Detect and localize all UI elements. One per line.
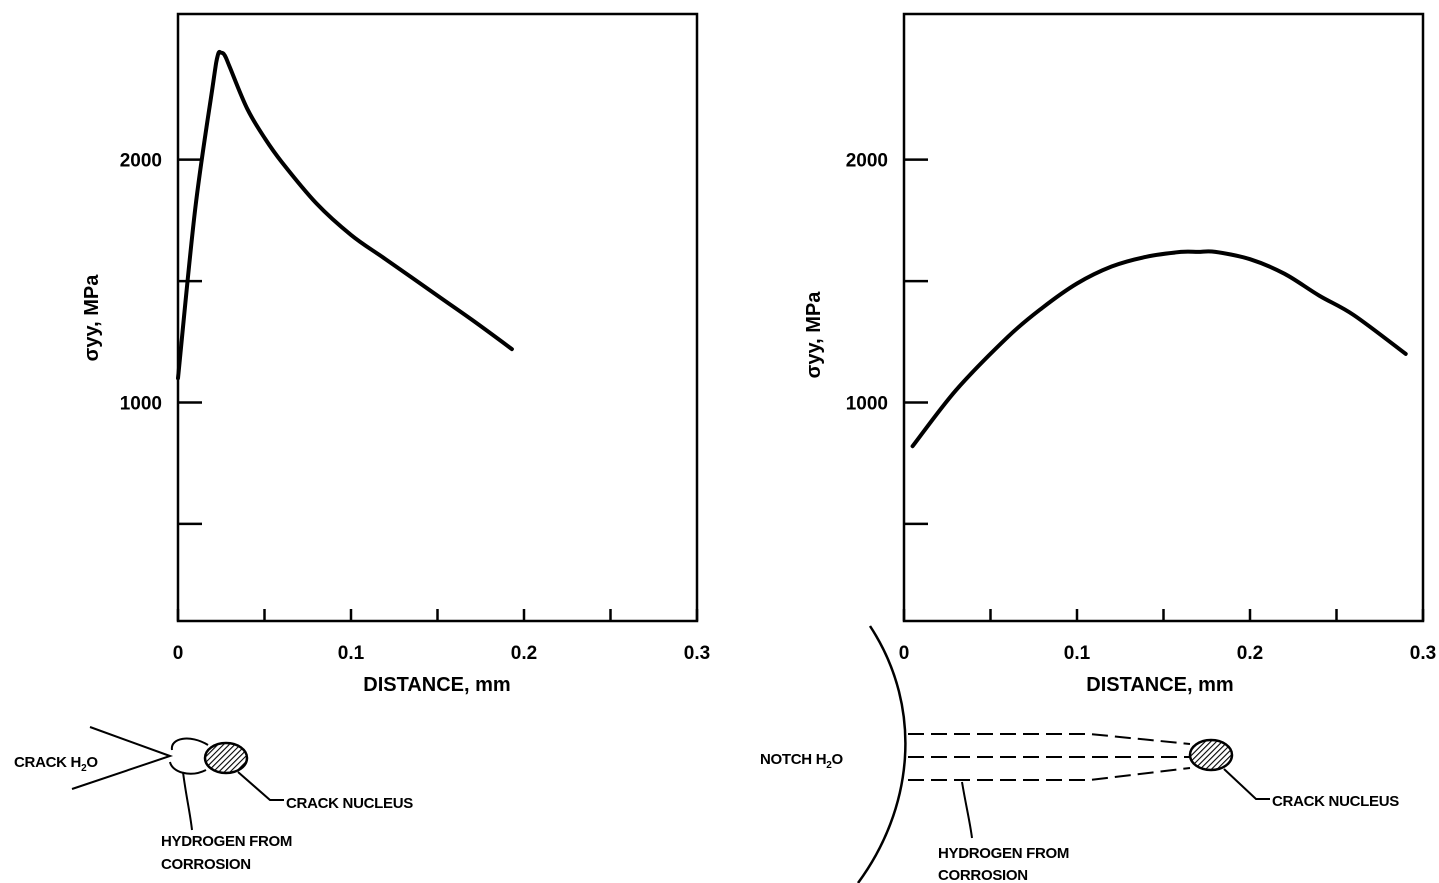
x-axis-ticks-right: 0 0.1 0.2 0.3 [899,609,1436,664]
x-tick-label: 0.3 [684,643,710,664]
x-tick-label: 0.2 [511,643,537,664]
stress-curve-left [176,49,514,381]
x-tick-label: 0.1 [338,643,365,664]
x-axis-ticks-left: 0 0.1 0.2 0.3 [173,609,710,664]
y-tick-label: 1000 [846,393,888,414]
hydrogen-label-left-2: CORROSION [161,856,251,873]
notch-h2o-label: NOTCH H2O [760,751,844,771]
y-tick-label: 1000 [120,393,162,414]
notch-surface-arc [856,625,907,883]
crack-nucleus-label-right: CRACK NUCLEUS [1272,793,1399,810]
x-tick-label: 0 [173,643,184,664]
y-axis-title-left: σyy, MPa [81,274,103,362]
plot-frame-right [902,12,1425,623]
hydrogen-leader-left [182,771,193,831]
crack-nucleus-label-left: CRACK NUCLEUS [286,795,413,812]
hydrogen-label-right-1: HYDROGEN FROM [938,845,1069,862]
hydrogen-zone-arc [169,737,209,775]
crack-nucleus-right [1188,738,1234,772]
nucleus-leader-left [237,771,284,801]
nucleus-leader-right [1223,768,1270,800]
left-panel: 0 0.1 0.2 0.3 1000 2000 DISTANCE, mm σyy, MP… [81,12,710,696]
x-axis-title-left: DISTANCE, mm [363,674,510,696]
y-axis-title-right: σyy, MPa [803,291,825,379]
hydrogen-label-left-1: HYDROGEN FROM [161,833,292,850]
stress-curve-right [910,249,1408,449]
notch-diagram: NOTCH H2O CRACK NUCLEUS HYDROGEN FROM CO… [760,625,1400,883]
x-tick-label: 0.2 [1237,643,1263,664]
y-axis-ticks-right: 1000 2000 [846,151,928,526]
x-tick-label: 0.1 [1064,643,1091,664]
plot-frame-left [176,12,699,623]
y-tick-label: 2000 [846,151,888,172]
hydrogen-diffusion-lines [908,733,1191,781]
y-axis-ticks-left: 1000 2000 [120,151,202,526]
x-tick-label: 0.3 [1410,643,1436,664]
crack-nucleus-left [203,741,249,775]
x-tick-label: 0 [899,643,910,664]
hydrogen-label-right-2: CORROSION [938,867,1028,883]
crack-h2o-label: CRACK H2O [14,754,98,774]
x-axis-title-right: DISTANCE, mm [1086,674,1233,696]
crack-wedge [71,726,174,790]
y-tick-label: 2000 [120,151,162,172]
crack-diagram: CRACK H2O CRACK NUCLEUS HYDROGEN FROM CO… [14,726,414,873]
right-panel: 0 0.1 0.2 0.3 1000 2000 DISTANCE, mm σyy, MP… [803,12,1436,696]
hydrogen-leader-right [961,781,973,839]
